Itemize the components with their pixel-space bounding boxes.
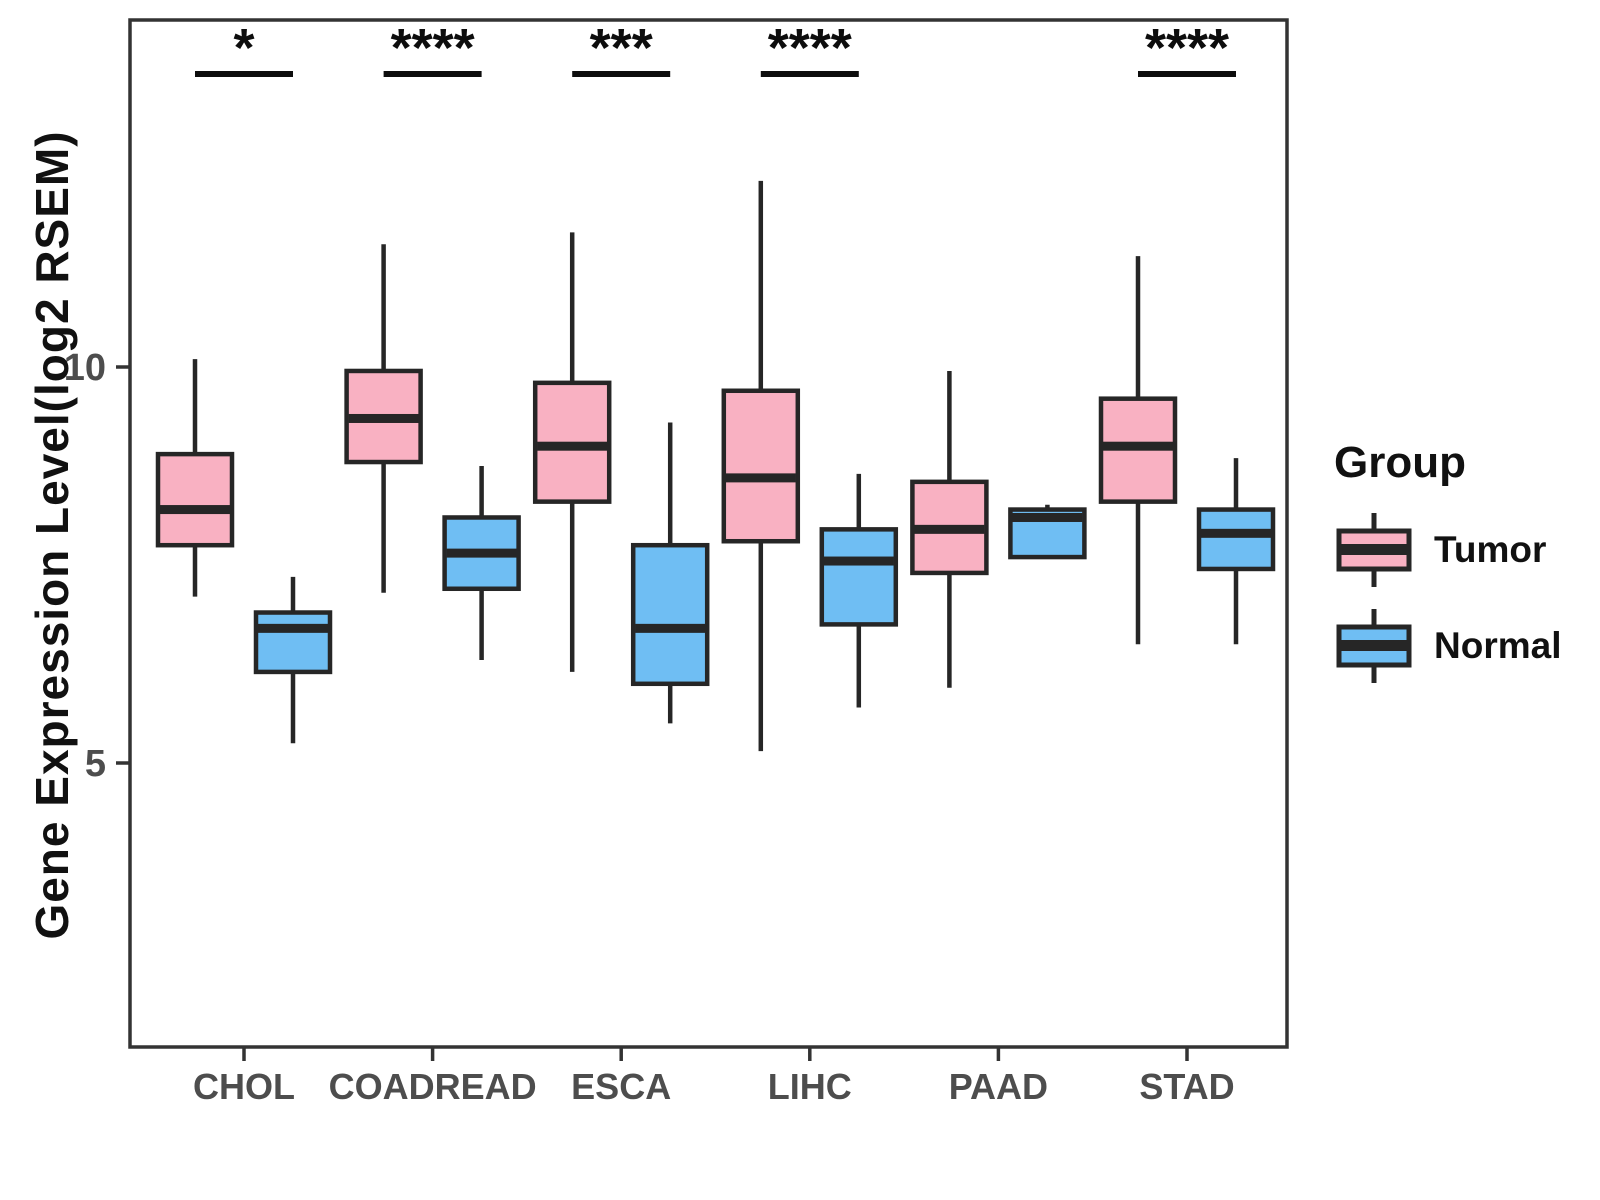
legend-label-normal: Normal — [1434, 625, 1562, 666]
box-Tumor-LIHC — [721, 388, 801, 544]
x-tick-label-CHOL: CHOL — [193, 1066, 295, 1107]
legend-item-tumor: Tumor — [1332, 510, 1592, 590]
median-Normal-COADREAD — [446, 548, 517, 558]
box-Tumor-CHOL — [155, 451, 235, 548]
median-Tumor-STAD — [1103, 441, 1173, 451]
x-tick-label-COADREAD: COADREAD — [329, 1066, 537, 1107]
median-Normal-CHOL — [258, 623, 328, 633]
legend-item-normal: Normal — [1332, 606, 1592, 686]
y-tick-label-10: 10 — [64, 347, 106, 389]
y-tick-label-5: 5 — [85, 743, 106, 785]
legend: Group Tumor Normal — [1332, 438, 1592, 702]
box-Normal-CHOL — [253, 610, 333, 675]
median-Normal-STAD — [1201, 528, 1271, 538]
significance-stars-COADREAD: **** — [391, 18, 475, 78]
median-Tumor-PAAD — [914, 524, 985, 534]
significance-stars-STAD: **** — [1145, 18, 1229, 78]
box-Normal-LIHC — [819, 527, 899, 627]
y-axis-title: Gene Expression Level(log2 RSEM) — [26, 130, 78, 940]
median-Normal-ESCA — [635, 623, 706, 633]
box-Normal-STAD — [1196, 507, 1276, 572]
panel-border — [128, 18, 1289, 1049]
median-Tumor-LIHC — [725, 473, 796, 483]
median-Normal-PAAD — [1012, 512, 1083, 522]
significance-stars-CHOL: * — [233, 18, 254, 78]
significance-stars-LIHC: **** — [768, 18, 852, 78]
normal-boxplot-key-icon — [1336, 609, 1412, 683]
x-tick-label-ESCA: ESCA — [571, 1066, 671, 1107]
significance-stars-ESCA: *** — [590, 18, 653, 78]
x-tick-label-LIHC: LIHC — [768, 1066, 852, 1107]
box-Normal-ESCA — [630, 542, 710, 687]
median-Tumor-COADREAD — [348, 413, 419, 423]
legend-label-tumor: Tumor — [1434, 529, 1547, 570]
tumor-boxplot-key-icon — [1336, 513, 1412, 587]
x-tick-label-PAAD: PAAD — [949, 1066, 1048, 1107]
median-Tumor-CHOL — [160, 505, 230, 515]
legend-title: Group — [1334, 438, 1466, 487]
median-Tumor-ESCA — [537, 441, 608, 451]
median-Normal-LIHC — [823, 556, 894, 566]
x-tick-label-STAD: STAD — [1139, 1066, 1234, 1107]
